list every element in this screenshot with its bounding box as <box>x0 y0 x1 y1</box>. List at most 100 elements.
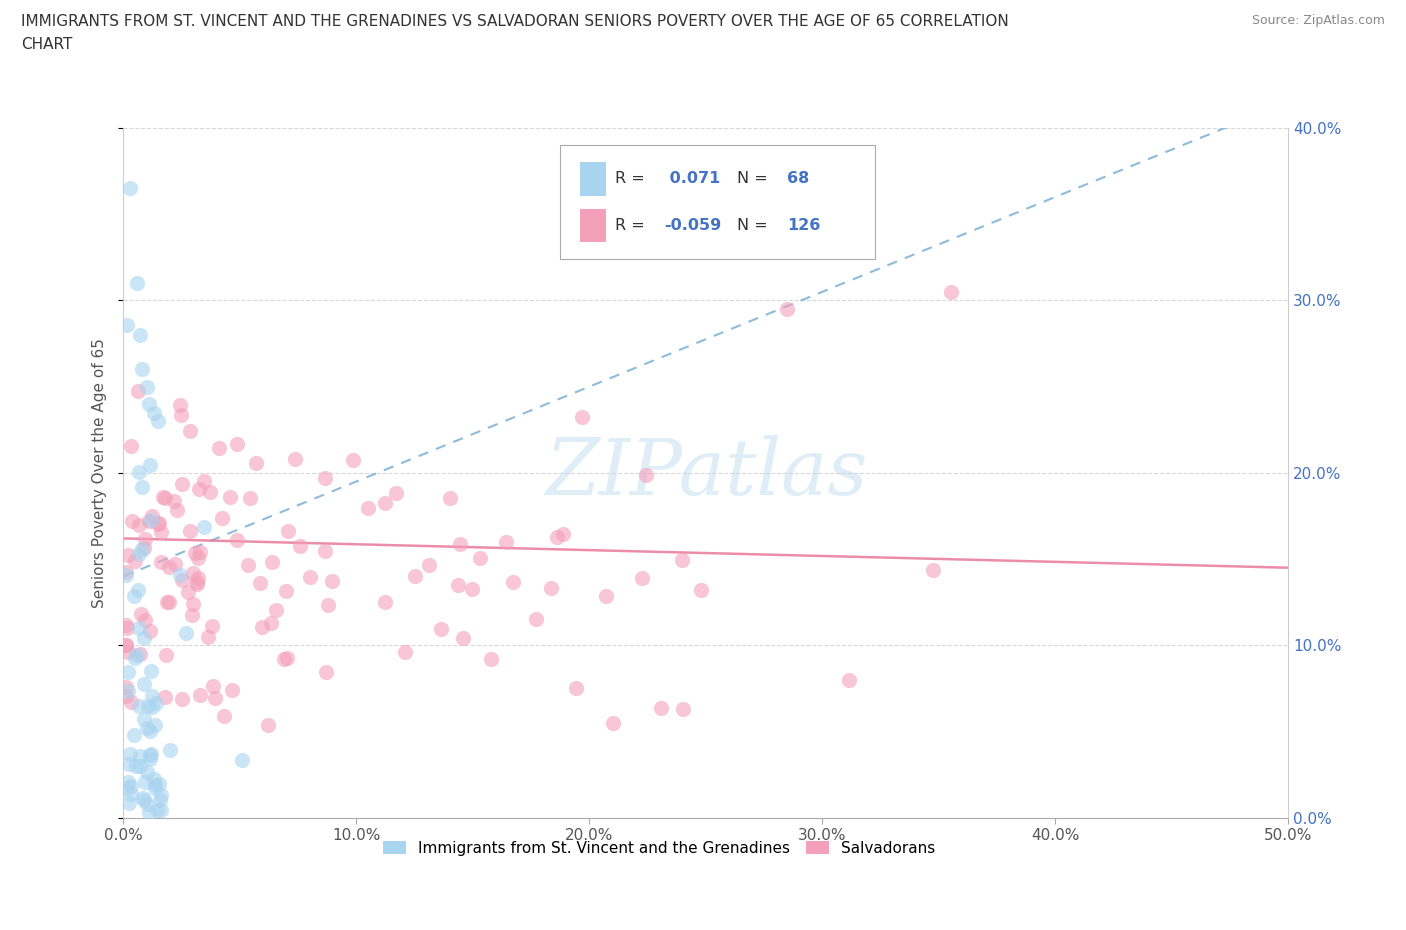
Point <box>157 560 180 575</box>
Point <box>134 677 156 692</box>
Point <box>565 681 588 696</box>
Point <box>117 684 139 698</box>
Point <box>114 618 136 632</box>
Point <box>273 651 295 666</box>
Point <box>148 414 170 429</box>
Point <box>631 571 654 586</box>
Point <box>115 567 138 582</box>
Point <box>120 695 142 710</box>
Point <box>134 613 156 628</box>
Point <box>260 554 283 569</box>
Point <box>149 803 172 817</box>
Point <box>128 327 150 342</box>
Point <box>131 480 153 495</box>
Point <box>451 631 474 645</box>
Point <box>153 490 176 505</box>
Point <box>226 436 249 451</box>
Point <box>219 489 242 504</box>
Point <box>447 578 470 592</box>
Point <box>122 589 145 604</box>
Text: R =: R = <box>614 171 650 187</box>
Point <box>214 709 236 724</box>
Point <box>128 547 150 562</box>
Point <box>139 748 162 763</box>
Point <box>139 724 162 738</box>
Point <box>135 796 157 811</box>
Point <box>131 542 153 557</box>
Point <box>125 647 148 662</box>
Point <box>129 759 152 774</box>
Point <box>115 565 138 579</box>
Point <box>127 275 149 290</box>
FancyBboxPatch shape <box>581 208 606 242</box>
Point <box>342 453 364 468</box>
Text: N =: N = <box>737 171 773 187</box>
Point <box>321 574 343 589</box>
Point <box>132 540 155 555</box>
Point <box>479 652 502 667</box>
Point <box>429 621 451 636</box>
Point <box>225 533 247 548</box>
Point <box>256 718 278 733</box>
Point <box>139 747 162 762</box>
Point <box>277 524 299 538</box>
Point <box>118 757 141 772</box>
Y-axis label: Seniors Poverty Over the Age of 65: Seniors Poverty Over the Age of 65 <box>93 338 107 608</box>
Point <box>128 621 150 636</box>
Point <box>314 544 336 559</box>
Point <box>143 717 166 732</box>
Point <box>148 515 170 530</box>
Point <box>131 362 153 377</box>
Point <box>188 687 211 702</box>
Legend: Immigrants from St. Vincent and the Grenadines, Salvadorans: Immigrants from St. Vincent and the Gren… <box>377 834 941 862</box>
Point <box>121 513 143 528</box>
Point <box>135 379 157 394</box>
Point <box>120 439 142 454</box>
Point <box>170 407 193 422</box>
Point <box>551 527 574 542</box>
Point <box>159 742 181 757</box>
Point <box>188 544 211 559</box>
Point <box>142 405 165 420</box>
Point <box>264 603 287 618</box>
Point <box>115 781 138 796</box>
Point <box>117 796 139 811</box>
Point <box>404 568 426 583</box>
Point <box>186 574 208 589</box>
Text: -0.059: -0.059 <box>664 219 721 233</box>
Point <box>129 647 152 662</box>
Point <box>236 558 259 573</box>
Point <box>546 529 568 544</box>
Point <box>157 594 180 609</box>
Point <box>114 679 136 694</box>
Point <box>149 788 172 803</box>
Point <box>134 792 156 807</box>
Point <box>117 621 139 636</box>
Point <box>188 482 211 497</box>
Point <box>124 758 146 773</box>
Point <box>136 764 159 779</box>
Point <box>128 518 150 533</box>
Point <box>461 581 484 596</box>
Text: 68: 68 <box>787 171 810 187</box>
Point <box>939 285 962 299</box>
Point <box>276 583 298 598</box>
Point <box>138 805 160 820</box>
Point <box>179 524 201 538</box>
Point <box>142 772 165 787</box>
Point <box>449 537 471 551</box>
Point <box>540 580 562 595</box>
Point <box>201 679 224 694</box>
Point <box>139 512 162 527</box>
Point <box>184 546 207 561</box>
Point <box>117 775 139 790</box>
Point <box>495 535 517 550</box>
Point <box>155 647 177 662</box>
Point <box>198 485 221 499</box>
Point <box>187 570 209 585</box>
Point <box>260 616 283 631</box>
Point <box>204 690 226 705</box>
Point <box>174 625 197 640</box>
Point <box>150 554 173 569</box>
Point <box>141 688 163 703</box>
